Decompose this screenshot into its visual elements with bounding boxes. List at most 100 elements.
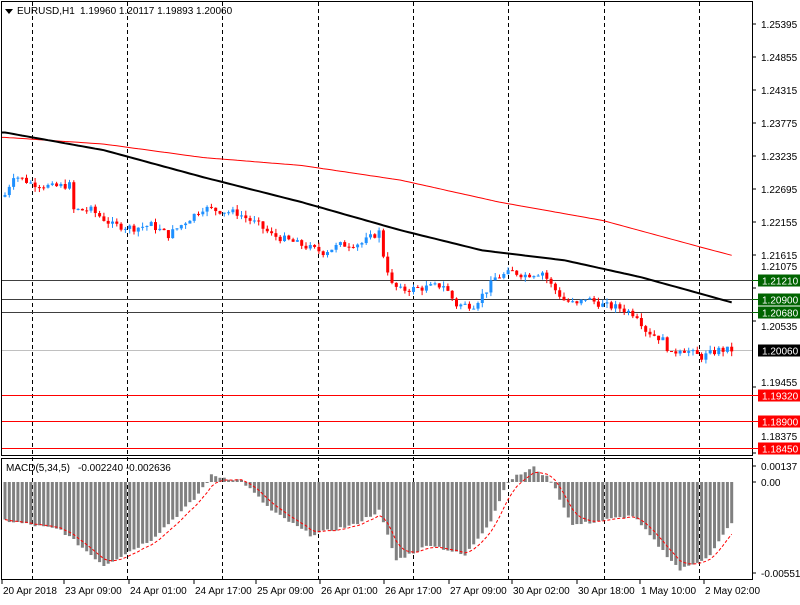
candle-body: [235, 209, 239, 216]
candle-body: [622, 308, 626, 313]
candle-body: [175, 228, 179, 230]
level-label-bg: [758, 293, 800, 306]
candle-body: [472, 308, 476, 310]
candle-body: [240, 215, 243, 217]
candle-body: [166, 230, 170, 239]
level-label-bg: [758, 442, 800, 455]
level-label-bg: [758, 306, 800, 319]
macd-histogram-bar: [106, 482, 110, 564]
candle-body: [334, 245, 338, 250]
candle-body: [72, 182, 76, 210]
macd-histogram-bar: [528, 469, 532, 482]
x-tick-label: 30 Apr 18:00: [578, 586, 635, 597]
macd-histogram-bar: [16, 482, 20, 522]
candle-body: [136, 227, 140, 232]
macd-histogram-bar: [154, 482, 157, 537]
candle-body: [678, 350, 682, 354]
candle-body: [76, 208, 80, 210]
macd-histogram-bar: [523, 472, 527, 482]
x-tick-label: 26 Apr 17:00: [385, 586, 442, 597]
candle-body: [369, 234, 372, 238]
macd-histogram-bar: [132, 482, 136, 550]
candle-body: [695, 350, 699, 354]
macd-histogram-bar: [330, 482, 334, 531]
candle-body: [59, 184, 63, 187]
macd-histogram-bar: [369, 482, 372, 517]
macd-histogram-bar: [592, 482, 596, 523]
candle-body: [704, 353, 708, 360]
macd-panel[interactable]: [1, 458, 753, 580]
candle-body: [265, 228, 269, 232]
macd-histogram-bar: [635, 482, 639, 520]
macd-histogram-bar: [618, 482, 622, 518]
candle-body: [674, 351, 678, 354]
macd-histogram-bar: [317, 482, 321, 533]
macd-histogram-bar: [424, 482, 428, 546]
level-label: 1.19320: [762, 392, 799, 403]
candle-body: [20, 177, 24, 179]
candle-body: [106, 220, 110, 224]
collapse-triangle-icon[interactable]: [5, 9, 13, 14]
candle-body: [179, 225, 183, 229]
y-tick-label: 1.21075: [761, 262, 798, 273]
macd-histogram-bar: [713, 482, 716, 549]
candle-body: [63, 184, 67, 189]
candle-body: [541, 272, 544, 276]
candle-body: [188, 220, 192, 224]
macd-histogram-bar: [55, 482, 59, 529]
macd-histogram-bar: [489, 482, 493, 522]
y-tick-label: 1.23775: [761, 119, 798, 130]
macd-histogram-bar: [541, 475, 544, 482]
macd-histogram-bar: [455, 482, 458, 552]
macd-histogram-bar: [119, 482, 123, 557]
candle-body: [571, 301, 575, 303]
candle-body: [184, 223, 188, 226]
main-panel[interactable]: [1, 1, 753, 456]
macd-histogram-bar: [549, 481, 553, 483]
macd-histogram-bar: [691, 482, 695, 565]
candle-body: [566, 300, 570, 302]
candle-body: [154, 222, 157, 231]
candle-body: [412, 287, 415, 292]
macd-histogram-bar: [12, 482, 16, 523]
candle-body: [553, 283, 557, 291]
macd-histogram-bar: [115, 482, 119, 560]
macd-histogram-bar: [442, 482, 446, 550]
level-label: 1.21210: [762, 277, 799, 288]
macd-histogram-bar: [725, 482, 729, 529]
candle-body: [330, 249, 334, 253]
macd-histogram-bar: [506, 481, 510, 483]
macd-histogram-bar: [403, 482, 407, 558]
candle-body: [244, 215, 248, 219]
macd-histogram-bar: [7, 482, 11, 523]
candle-body: [89, 206, 93, 211]
macd-histogram-bar: [278, 482, 282, 515]
level-label: 1.20680: [762, 309, 799, 320]
y-tick-label: 1.22155: [761, 218, 798, 229]
candle-body: [85, 210, 89, 212]
macd-histogram-bar: [33, 482, 37, 527]
macd-histogram-bar: [571, 482, 575, 525]
macd-histogram-bar: [687, 482, 691, 566]
candle-body: [403, 286, 407, 291]
candle-body: [549, 278, 553, 284]
macd-histogram-bar: [532, 466, 536, 482]
candle-body: [424, 285, 428, 291]
candle-body: [231, 209, 235, 213]
candle-body: [283, 235, 286, 242]
macd-histogram-bar: [717, 482, 721, 542]
candle-body: [132, 225, 136, 232]
candle-body: [33, 182, 37, 188]
candle-body: [700, 353, 704, 360]
macd-histogram-bar: [674, 482, 678, 565]
macd-histogram-bar: [162, 482, 166, 528]
candle-body: [317, 246, 321, 252]
macd-histogram-bar: [37, 482, 41, 526]
macd-histogram-bar: [575, 482, 579, 525]
candle-body: [596, 301, 600, 307]
macd-histogram-bar: [386, 482, 390, 535]
macd-histogram-bar: [614, 482, 618, 518]
candle-body: [149, 222, 153, 226]
macd-histogram-bar: [584, 482, 587, 522]
